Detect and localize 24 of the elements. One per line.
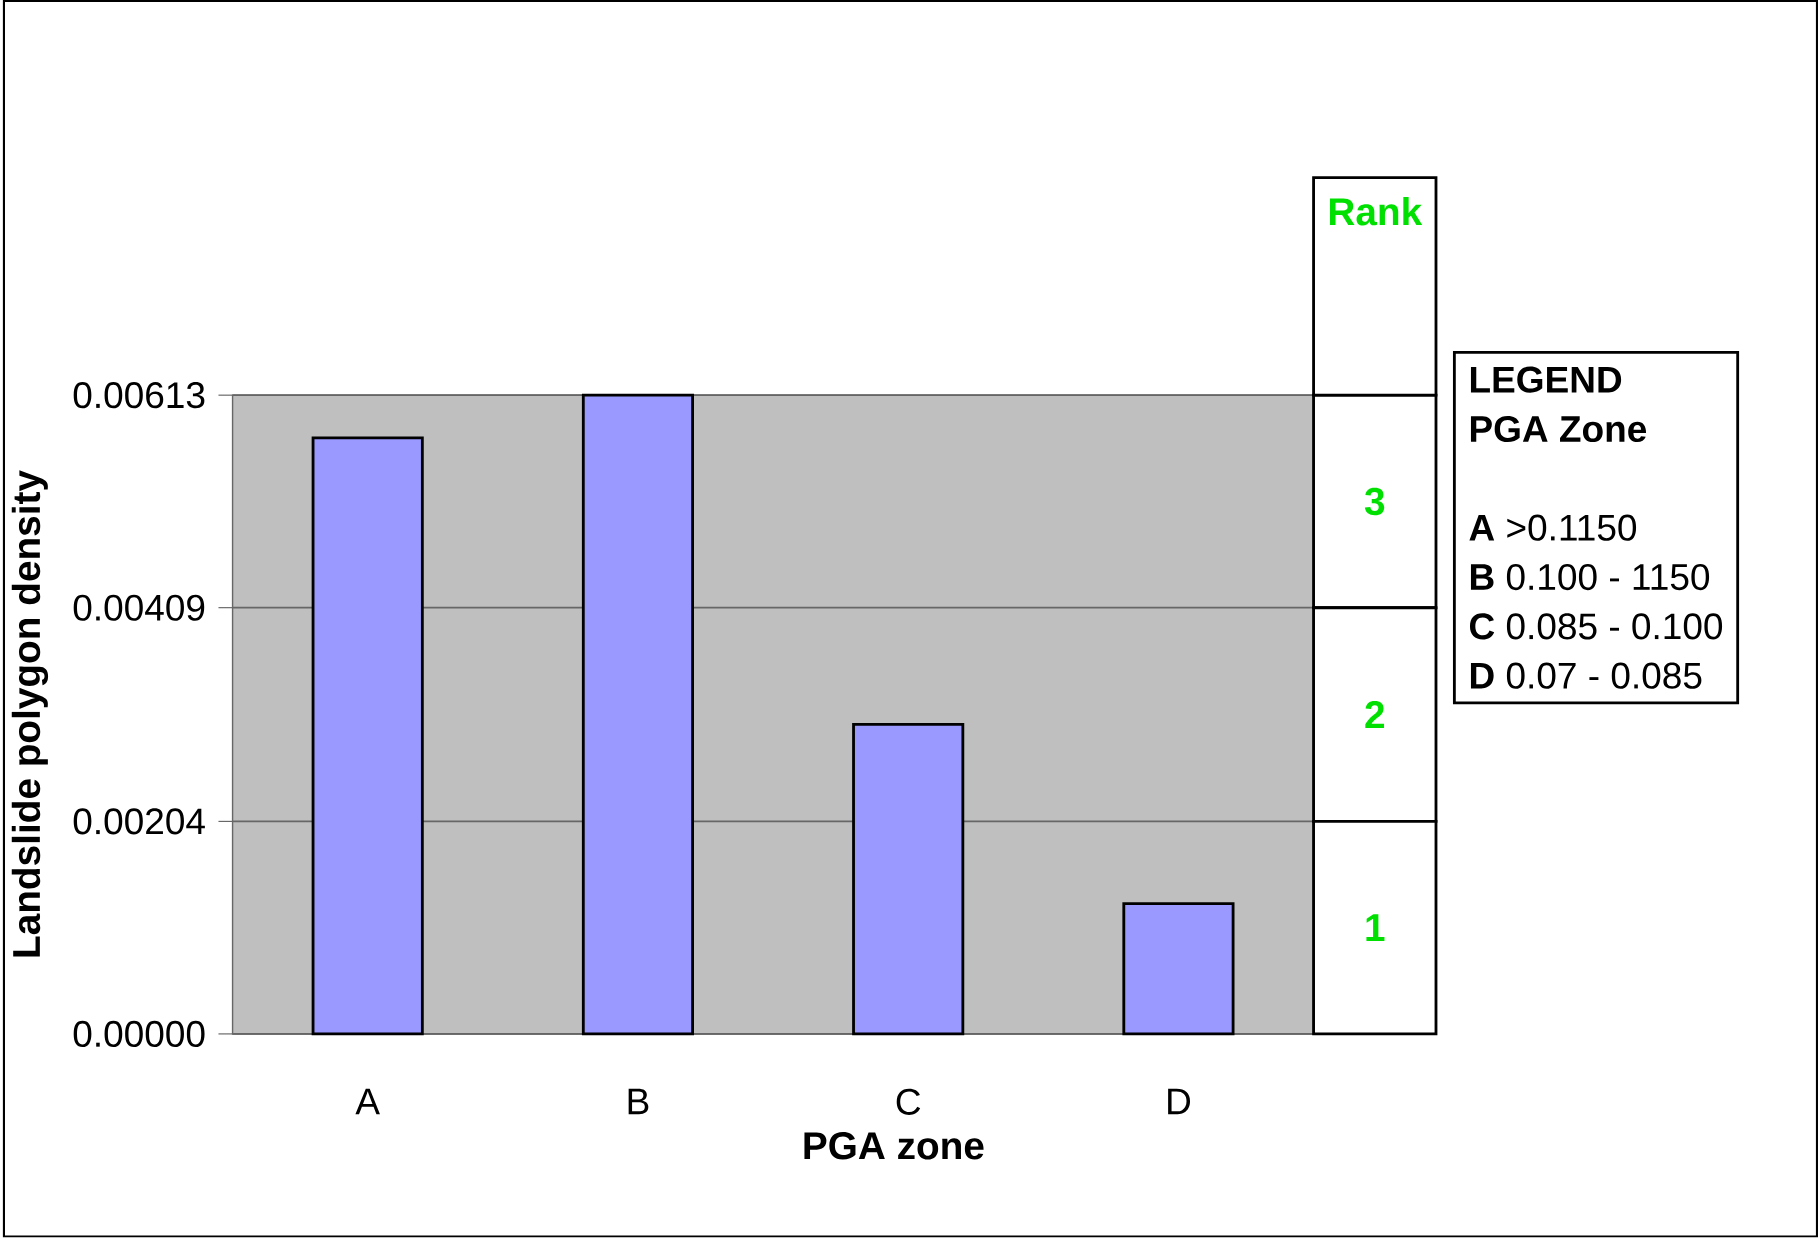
x-tick-label: D	[1168, 1088, 1191, 1115]
text: 3	[1364, 487, 1385, 516]
y-axis-title: Landslide polygon density	[11, 470, 49, 957]
bar	[1122, 902, 1235, 1036]
text: A >0.1150	[1469, 514, 1637, 541]
text: 2	[1365, 701, 1385, 729]
bar	[852, 723, 965, 1036]
y-tick-label: 0.00204	[73, 808, 205, 835]
text: LEGEND	[1470, 366, 1622, 393]
text: PGA Zone	[1470, 416, 1647, 443]
y-tick-label: 0.00409	[73, 594, 205, 622]
y-tick-label: 0.00000	[73, 1021, 205, 1048]
x-axis-title: PGA zone	[804, 1132, 984, 1160]
x-tick-label: B	[628, 1088, 649, 1115]
x-tick-label: A	[355, 1088, 380, 1115]
text: D 0.07 - 0.085	[1470, 662, 1702, 690]
bar	[581, 393, 694, 1036]
text: C 0.085 - 0.100	[1469, 613, 1723, 640]
text: 1	[1366, 914, 1385, 942]
x-tick-label: C	[896, 1088, 921, 1116]
text: B 0.100 - 1150	[1470, 564, 1710, 591]
bar	[311, 436, 424, 1036]
y-tick-label: 0.00613	[73, 382, 205, 409]
text: Rank	[1329, 197, 1423, 226]
